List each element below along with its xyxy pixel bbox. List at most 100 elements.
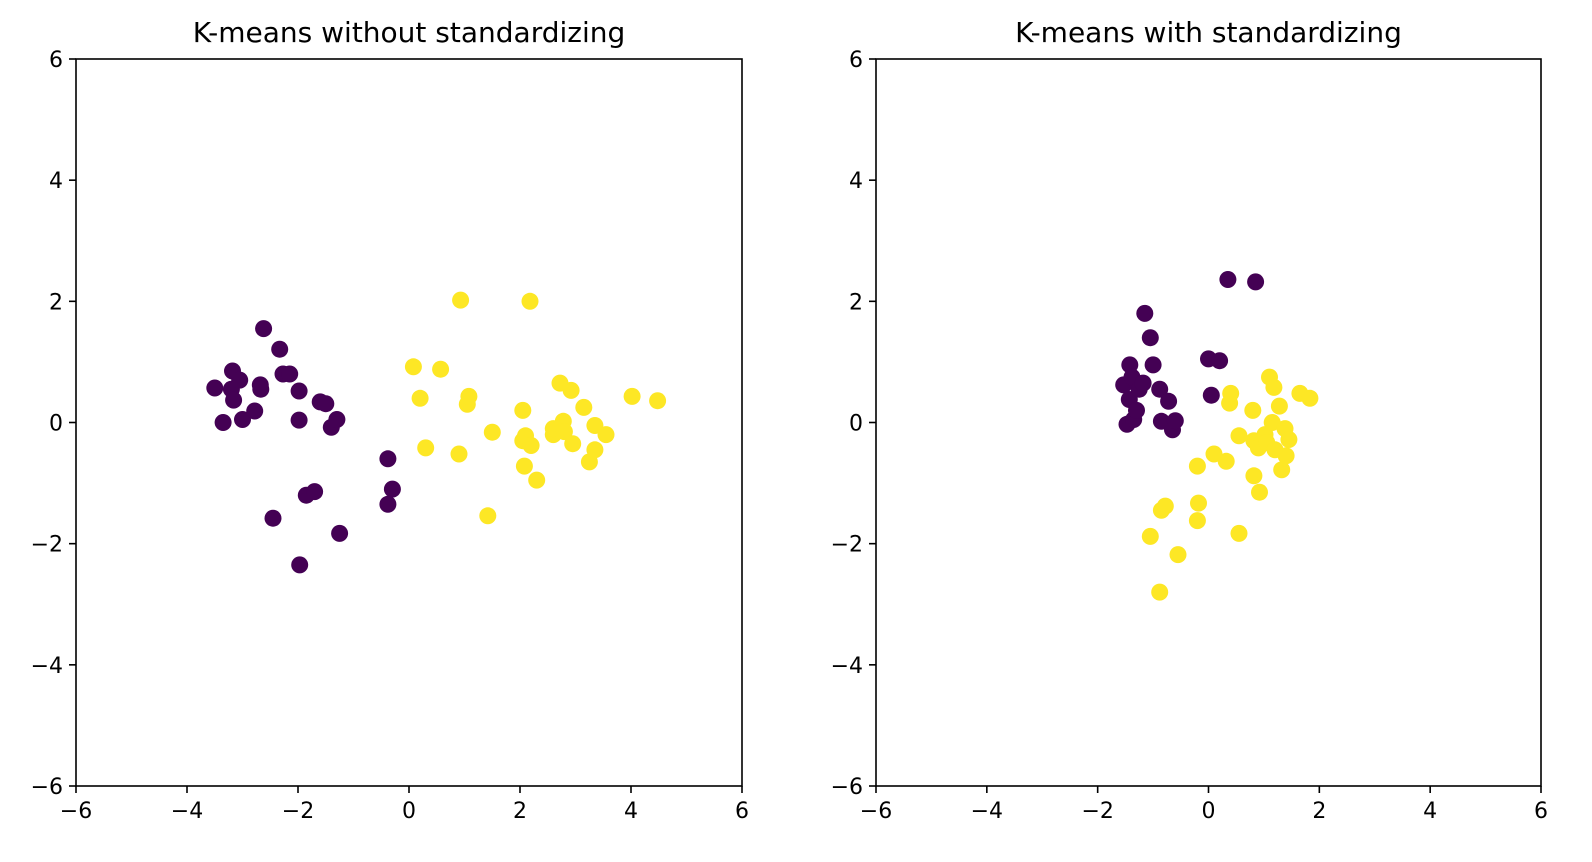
x-tick-label: 2 [1312,799,1326,824]
data-point [417,439,435,457]
y-tick-label: 2 [849,290,863,315]
data-point [411,389,429,407]
x-tick-label: 6 [735,799,749,824]
data-point [1156,497,1174,515]
data-point [1141,329,1159,347]
data-point [214,414,232,431]
data-point [1301,389,1319,407]
data-point [597,426,615,444]
y-tick-label: −2 [31,533,63,558]
data-point [246,402,264,420]
data-point [515,457,533,475]
data-point [649,392,667,410]
data-point [1136,304,1154,322]
axes-frame [875,58,1542,787]
data-point [1188,512,1206,530]
x-tick-label: 6 [1534,799,1548,824]
data-point [521,292,539,310]
data-point [1202,386,1220,404]
x-tick-label: −4 [971,799,1003,824]
x-tick-label: 0 [1202,799,1216,824]
x-tick-label: −2 [282,799,314,824]
data-point [586,441,604,459]
data-point [555,423,573,441]
data-point [379,495,397,513]
data-point [483,423,501,441]
x-tick-label: −6 [60,799,92,824]
data-point [328,411,346,428]
data-point [1277,447,1295,465]
y-tick-label: 0 [849,412,863,437]
series-0 [1115,271,1265,439]
data-point [432,360,450,378]
data-point [1166,412,1184,430]
data-point [1188,457,1206,475]
x-tick-label: −2 [1081,799,1113,824]
data-point [1205,445,1223,463]
data-point [1219,271,1237,288]
y-tick-label: 0 [49,412,63,437]
y-tick-label: −6 [831,775,863,800]
data-point [1134,374,1152,392]
data-point [231,371,249,389]
data-point [1270,397,1288,415]
data-point [562,381,580,399]
data-point [1128,401,1145,419]
data-point [290,411,308,429]
data-point [1144,356,1162,374]
data-point [271,340,289,358]
data-point [281,365,299,383]
series-1 [404,291,667,525]
chart-title: K-means without standardizing [193,16,626,49]
data-point [252,380,270,398]
data-point [225,391,243,409]
y-tick-label: −4 [31,654,63,679]
data-point [234,411,251,428]
data-point [306,483,324,501]
x-tick-label: 2 [513,799,527,824]
data-point [1217,452,1235,470]
data-point [404,358,422,376]
data-point [1230,427,1248,445]
data-point [1222,384,1240,402]
y-tick-label: 6 [49,48,63,73]
y-tick-label: 4 [49,169,63,194]
data-point [1160,392,1178,410]
data-point [1151,583,1169,601]
data-point [1251,483,1268,501]
data-point [452,291,470,309]
data-point [1169,546,1187,564]
data-point [379,450,397,468]
y-tick-label: −6 [31,775,63,800]
left-panel: K-means without standardizing −6 −4 −2 0 2 4 6 −… [31,16,749,824]
series-0 [206,320,401,574]
data-point [1265,378,1283,396]
y-tick-label: 2 [49,290,63,315]
data-point [331,524,349,542]
y-tick-label: 6 [849,48,863,73]
y-tick-label: 4 [849,169,863,194]
x-tick-label: −6 [860,799,892,824]
data-point [317,395,335,413]
data-point [1245,467,1263,485]
y-tick-label: −2 [831,533,863,558]
y-tick-label: −4 [831,654,863,679]
data-point [1263,414,1281,431]
data-point [255,320,273,338]
data-point [479,507,497,525]
data-point [1247,273,1265,291]
right-panel: K-means with standardizing −6 −4 −2 0 2 4 6 −6 −4… [831,16,1548,824]
data-point [1151,380,1169,398]
x-tick-label: 4 [1423,799,1437,824]
data-point [522,437,540,454]
data-point [564,435,582,453]
data-point [1244,401,1262,419]
data-point [460,387,478,405]
data-point [623,387,641,405]
data-point [1230,524,1248,542]
data-point [1190,494,1207,512]
data-point [206,379,224,397]
data-point [450,445,468,463]
data-point [1141,527,1159,545]
data-point [264,509,282,527]
